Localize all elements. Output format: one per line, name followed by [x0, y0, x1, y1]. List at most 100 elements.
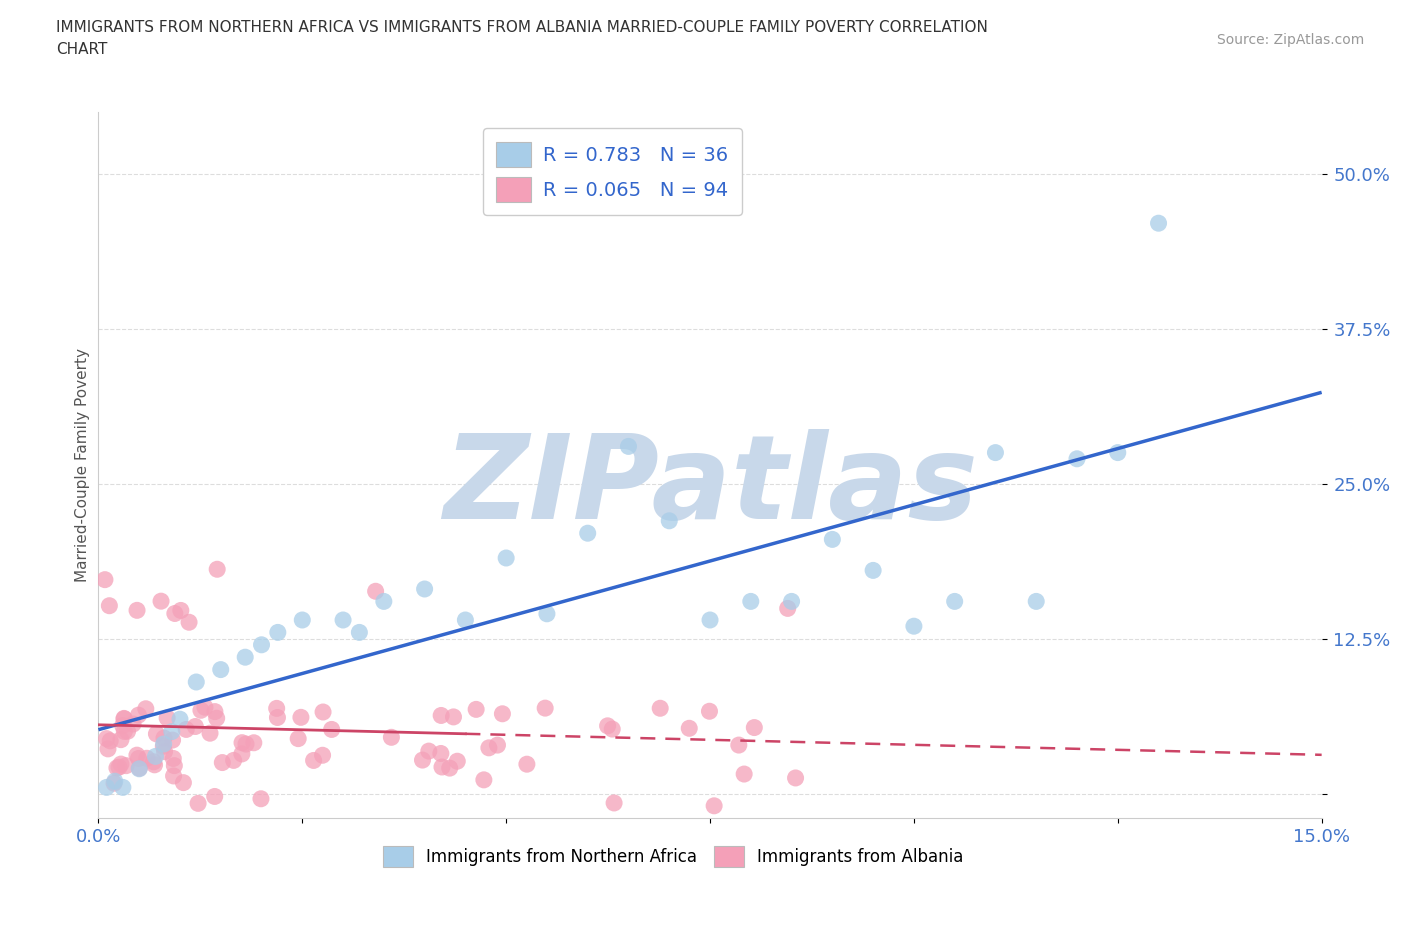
Point	[152, 737, 174, 751]
Point	[153, 731, 176, 746]
Point	[128, 761, 150, 776]
Point	[443, 710, 465, 724]
Point	[187, 796, 209, 811]
Point	[97, 741, 120, 756]
Point	[266, 701, 288, 716]
Point	[125, 603, 148, 618]
Point	[104, 774, 127, 789]
Point	[744, 720, 766, 735]
Legend: Immigrants from Northern Africa, Immigrants from Albania: Immigrants from Northern Africa, Immigra…	[377, 839, 970, 873]
Point	[94, 572, 117, 587]
Point	[142, 754, 165, 769]
Point	[186, 674, 208, 689]
Point	[332, 613, 354, 628]
Point	[740, 594, 762, 609]
Point	[678, 721, 700, 736]
Point	[108, 760, 131, 775]
Point	[596, 718, 619, 733]
Point	[1107, 445, 1129, 460]
Point	[785, 771, 807, 786]
Point	[454, 613, 477, 628]
Point	[312, 705, 335, 720]
Point	[231, 747, 253, 762]
Point	[170, 603, 193, 618]
Point	[411, 752, 433, 767]
Point	[205, 711, 228, 725]
Point	[430, 746, 453, 761]
Point	[110, 757, 132, 772]
Point	[117, 724, 139, 738]
Point	[776, 601, 799, 616]
Point	[903, 618, 925, 633]
Point	[115, 758, 138, 773]
Point	[98, 734, 121, 749]
Point	[162, 733, 184, 748]
Point	[1025, 594, 1047, 609]
Point	[235, 737, 257, 751]
Point	[495, 551, 517, 565]
Point	[727, 737, 749, 752]
Point	[576, 525, 599, 540]
Point	[600, 722, 623, 737]
Point	[267, 625, 290, 640]
Y-axis label: Married-Couple Family Poverty: Married-Couple Family Poverty	[75, 348, 90, 582]
Point	[733, 766, 755, 781]
Point	[194, 699, 217, 714]
Point	[105, 761, 128, 776]
Point	[125, 748, 148, 763]
Point	[160, 724, 183, 739]
Point	[163, 758, 186, 773]
Point	[603, 795, 626, 810]
Point	[98, 598, 121, 613]
Point	[111, 718, 134, 733]
Point	[446, 754, 468, 769]
Text: CHART: CHART	[56, 42, 108, 57]
Point	[349, 625, 371, 640]
Point	[984, 445, 1007, 460]
Point	[430, 708, 453, 723]
Point	[156, 711, 179, 725]
Point	[233, 650, 256, 665]
Point	[169, 711, 191, 726]
Point	[364, 584, 387, 599]
Point	[153, 744, 176, 759]
Point	[127, 708, 149, 723]
Point	[290, 710, 312, 724]
Point	[163, 606, 186, 621]
Point	[311, 748, 333, 763]
Point	[135, 701, 157, 716]
Point	[486, 737, 509, 752]
Point	[209, 662, 232, 677]
Point	[516, 757, 538, 772]
Point	[780, 594, 803, 609]
Point	[162, 751, 184, 766]
Point	[110, 732, 132, 747]
Point	[703, 798, 725, 813]
Point	[418, 744, 440, 759]
Point	[491, 707, 513, 722]
Point	[205, 562, 228, 577]
Point	[96, 780, 118, 795]
Point	[617, 439, 640, 454]
Point	[658, 513, 681, 528]
Point	[128, 751, 150, 766]
Point	[534, 700, 557, 715]
Point	[204, 789, 226, 804]
Point	[302, 753, 325, 768]
Point	[250, 791, 273, 806]
Point	[174, 722, 197, 737]
Point	[699, 704, 721, 719]
Point	[465, 702, 488, 717]
Point	[112, 711, 135, 726]
Point	[862, 563, 884, 578]
Point	[373, 594, 395, 609]
Point	[145, 749, 167, 764]
Point	[112, 724, 135, 738]
Text: IMMIGRANTS FROM NORTHERN AFRICA VS IMMIGRANTS FROM ALBANIA MARRIED-COUPLE FAMILY: IMMIGRANTS FROM NORTHERN AFRICA VS IMMIG…	[56, 20, 988, 35]
Point	[231, 736, 253, 751]
Point	[190, 703, 212, 718]
Point	[650, 701, 672, 716]
Point	[112, 711, 135, 725]
Point	[287, 731, 309, 746]
Point	[128, 762, 150, 777]
